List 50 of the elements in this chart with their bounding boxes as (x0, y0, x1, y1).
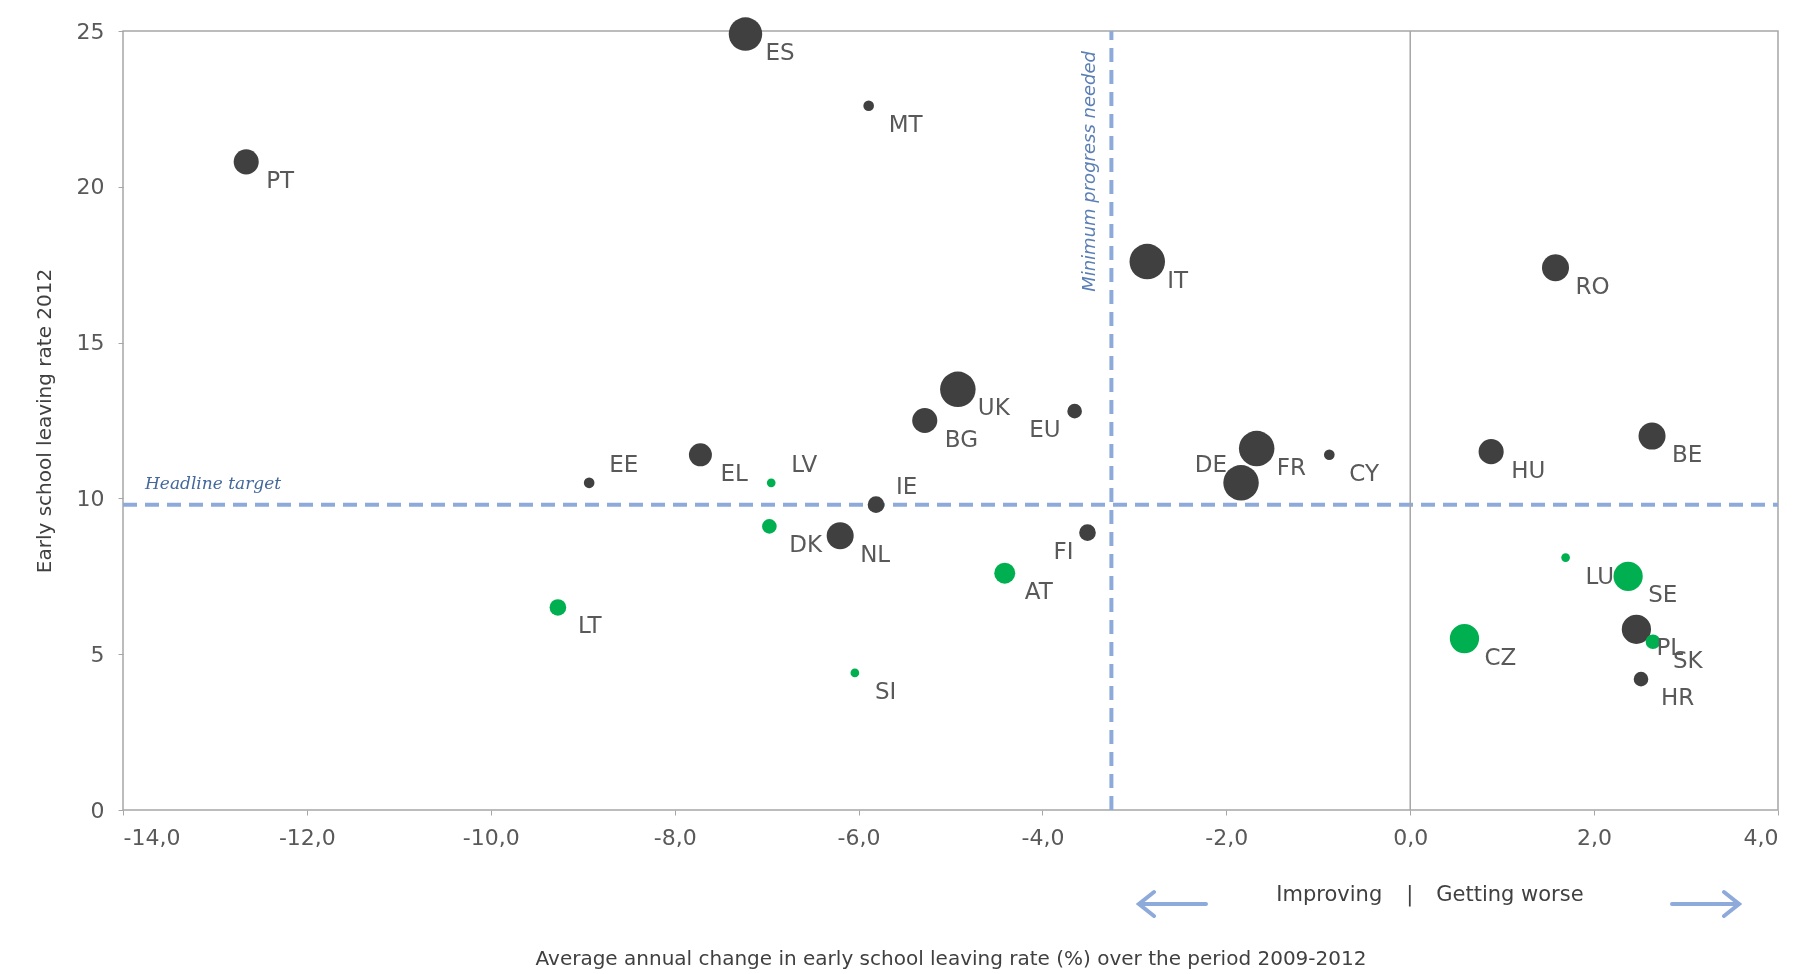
annotation: HR (1661, 684, 1695, 711)
annotation: EE (609, 450, 639, 477)
annotation: EU (1029, 416, 1061, 443)
annotation: DK (789, 531, 824, 558)
x-tick-label: -12,0 (278, 824, 336, 850)
y-tick-label: 10 (76, 485, 105, 511)
text: Getting worse (1436, 882, 1584, 906)
annotation: FI (1053, 537, 1074, 564)
y-tick-label: 0 (90, 797, 105, 823)
x-tick-label: 4,0 (1743, 824, 1779, 850)
x-tick-label: -10,0 (462, 824, 520, 850)
y-tick-label: 15 (76, 330, 105, 356)
annotation: FR (1276, 453, 1306, 480)
y-tick-label: 5 (90, 641, 105, 667)
x-tick-label: -2,0 (1205, 824, 1249, 850)
annotation: IE (896, 472, 918, 499)
x-tick-label: 0,0 (1393, 824, 1429, 850)
x-tick-label: -14,0 (123, 824, 181, 850)
annotation: LU (1585, 562, 1615, 589)
annotation: NL (860, 540, 891, 567)
annotation: EL (720, 459, 748, 486)
annotation: HU (1511, 456, 1546, 483)
x-tick-label: -8,0 (653, 824, 697, 850)
annotation: DE (1194, 450, 1228, 477)
annotation: MT (888, 110, 924, 137)
ref-line-label: Minimum progress needed (1078, 50, 1100, 292)
annotation: IT (1167, 266, 1190, 293)
annotation: ES (765, 39, 795, 66)
annotation: BE (1672, 441, 1703, 468)
x-tick-label: -6,0 (837, 824, 881, 850)
annotation: RO (1575, 272, 1610, 299)
x-axis-title: Average annual change in early school leaving rate (%) over the period 2009-2012 (535, 945, 1367, 970)
text: Improving (1276, 882, 1383, 906)
annotation: SE (1648, 581, 1678, 608)
annotation: SI (874, 677, 897, 704)
y-tick-label: 20 (76, 174, 105, 200)
annotation: AT (1024, 578, 1054, 605)
annotation: UK (977, 394, 1011, 421)
annotation: CY (1349, 459, 1380, 486)
annotation: LV (791, 450, 818, 477)
annotation: CZ (1484, 643, 1517, 670)
annotation: BG (944, 425, 978, 452)
ref-line-label: Headline target (144, 472, 282, 493)
x-tick-label: -4,0 (1021, 824, 1065, 850)
x-tick-label: 2,0 (1577, 824, 1613, 850)
y-axis-title: Early school leaving rate 2012 (31, 268, 56, 574)
annotation: LT (577, 612, 603, 639)
annotation: PT (266, 166, 296, 193)
y-tick-label: 25 (76, 18, 105, 44)
text: | (1406, 882, 1414, 906)
